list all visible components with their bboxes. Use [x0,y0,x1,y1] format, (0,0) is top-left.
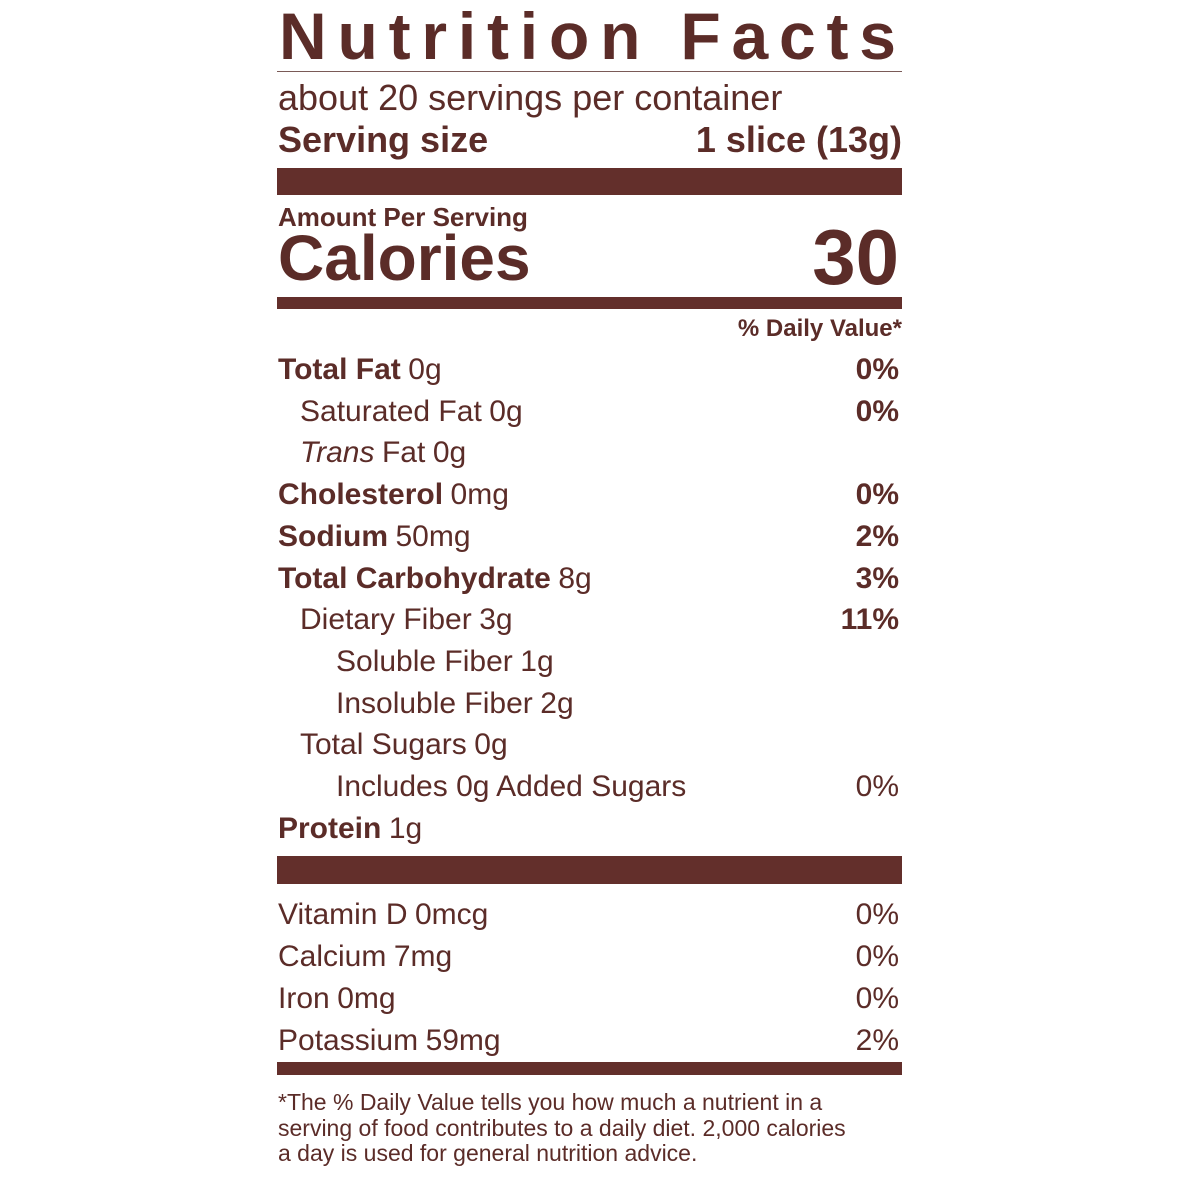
nutrient-row: Total Sugars 0g [277,724,902,765]
vitamin-dv: 2% [855,1024,899,1057]
nutrition-label: Nutrition Facts about 20 servings per co… [277,0,902,1180]
nutrient-name: Fat [381,436,426,470]
footnote-line: a day is used for general nutrition advi… [278,1140,698,1166]
footnote-line: *The % Daily Value tells you how much a … [278,1089,823,1115]
thick-bar [277,856,902,884]
vitamin-dv: 0% [855,982,899,1015]
nutrient-name: Sodium [278,519,388,553]
nutrient-dv: 0% [855,394,899,428]
nutrient-label: Total Carbohydrate 8g [278,558,592,600]
nutrient-amount: 50mg [395,519,471,553]
vitamin-name: Vitamin D [278,898,408,931]
nutrient-label: Total Sugars 0g [300,724,508,766]
nutrient-name: Total Fat [278,353,401,386]
nutrient-amount: 3g [479,603,513,637]
nutrient-amount: 0mg [450,478,509,512]
thick-bar [277,168,902,195]
nutrient-amount: 1g [520,644,554,678]
nutrient-dv: 11% [840,603,899,637]
nutrient-label: Sodium 50mg [278,516,471,558]
vitamin-amount: 0mg [337,982,396,1015]
nutrient-label: Protein 1g [278,808,422,850]
vitamin-amount: 59mg [425,1024,501,1057]
nutrient-name: Protein [278,811,382,845]
vitamin-amount: 0mcg [415,898,489,931]
nutrient-row: Total Fat 0g 0% [277,349,902,390]
vitamin-row: Potassium 59mg 2% [277,1020,902,1061]
vitamin-row: Iron 0mg 0% [277,978,902,1019]
nutrient-label: Trans Fat 0g [300,432,466,474]
vitamin-dv: 0% [855,898,899,931]
nutrient-row: Cholesterol 0mg 0% [277,474,902,515]
nutrient-name: Total Carbohydrate [278,561,551,595]
vitamin-label: Calcium 7mg [278,936,452,977]
vitamin-row: Calcium 7mg 0% [277,936,902,977]
nutrient-label: Soluble Fiber 1g [336,641,554,683]
nutrient-label: Total Fat 0g [278,349,442,391]
nutrient-row: Trans Fat 0g [277,432,902,473]
rule [277,71,902,72]
nutrient-name: Dietary Fiber [300,603,472,637]
vitamin-row: Vitamin D 0mcg 0% [277,894,902,935]
nutrient-label: Insoluble Fiber 2g [336,683,574,725]
calories-label: Calories [278,222,531,294]
nutrient-row: Sodium 50mg 2% [277,516,902,557]
vitamin-label: Iron 0mg [278,978,396,1019]
serving-size-label: Serving size [278,119,489,160]
nutrient-label: Saturated Fat 0g [300,391,523,433]
vitamin-name: Potassium [278,1024,419,1057]
nutrient-dv: 2% [855,519,899,553]
nutrient-name: Saturated Fat [300,394,482,428]
nutrient-dv: 0% [855,770,899,803]
nutrient-name: Insoluble Fiber [336,686,533,720]
nutrient-name: Soluble Fiber [336,644,513,678]
nutrient-name: Total Sugars [300,728,467,762]
vitamin-label: Potassium 59mg [278,1020,501,1061]
medium-bar [277,297,902,309]
nutrient-amount: 2g [540,686,574,720]
title: Nutrition Facts [279,0,896,70]
nutrient-dv: 3% [855,561,899,595]
footnote-line: serving of food contributes to a daily d… [278,1114,846,1141]
nutrient-row: Total Carbohydrate 8g 3% [277,558,902,599]
nutrient-amount: 8g [558,561,592,595]
title-box: Nutrition Facts [279,0,896,70]
nutrient-amount: 0g [489,394,523,428]
amount-per-serving: Amount Per Serving [278,202,528,232]
nutrient-row: Soluble Fiber 1g [277,641,902,682]
vitamin-label: Vitamin D 0mcg [278,894,488,935]
vitamin-name: Calcium [278,940,387,973]
nutrient-label: Includes 0g Added Sugars [336,766,686,808]
vitamin-amount: 7mg [393,940,453,973]
vitamin-dv: 0% [855,940,899,973]
nutrient-row: Protein 1g [277,808,902,849]
nutrient-amount: 0g [474,728,508,762]
nutrient-name: Cholesterol [278,478,444,512]
medium-bar [277,1062,902,1075]
nutrient-label: Cholesterol 0mg [278,474,509,516]
serving-size-value: 1 slice (13g) [695,119,902,160]
nutrient-label: Dietary Fiber 3g [300,599,513,641]
nutrient-amount: 0g [432,436,467,470]
nutrient-row: Saturated Fat 0g 0% [277,391,902,432]
nutrient-italic: Trans [300,436,375,470]
nutrient-name: Includes 0g Added Sugars [336,770,687,803]
nutrient-row: Includes 0g Added Sugars 0% [277,766,902,807]
vitamin-name: Iron [278,982,330,1015]
nutrient-row: Insoluble Fiber 2g [277,683,902,724]
daily-value-header: % Daily Value* [737,315,902,342]
nutrient-amount: 0g [408,353,442,386]
nutrient-row: Dietary Fiber 3g 11% [277,599,902,640]
nutrient-dv: 0% [855,478,899,512]
nutrient-dv: 0% [855,353,899,386]
calories-value: 30 [812,213,899,301]
nutrient-amount: 1g [388,811,423,845]
servings: about 20 servings per container [278,77,783,118]
